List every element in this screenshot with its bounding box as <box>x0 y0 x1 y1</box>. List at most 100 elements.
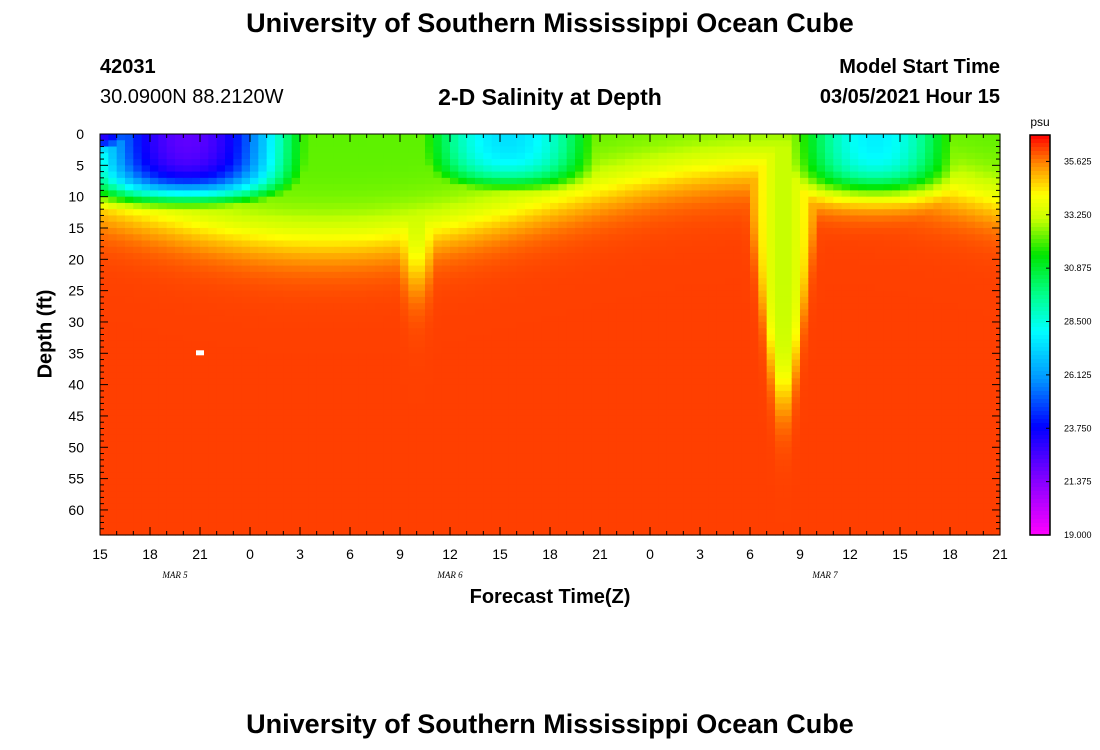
heatmap-cell <box>100 478 109 486</box>
heatmap-cell <box>141 359 151 367</box>
heatmap-cell <box>691 384 701 392</box>
heatmap-cell <box>400 140 409 148</box>
heatmap-cell <box>275 378 284 386</box>
heatmap-cell <box>675 522 684 530</box>
heatmap-cell <box>175 365 184 373</box>
heatmap-cell <box>150 265 159 273</box>
heatmap-cell <box>716 528 726 536</box>
heatmap-cell <box>700 328 709 336</box>
heatmap-cell <box>483 177 493 185</box>
heatmap-cell <box>575 152 584 160</box>
heatmap-cell <box>291 315 301 323</box>
heatmap-cell <box>575 347 584 354</box>
heatmap-cell <box>308 134 318 141</box>
heatmap-cell <box>408 509 418 517</box>
heatmap-cell <box>616 528 626 536</box>
heatmap-cell <box>233 453 243 461</box>
heatmap-cell <box>333 497 343 505</box>
heatmap-cell <box>391 227 401 235</box>
heatmap-cell <box>433 246 443 254</box>
heatmap-cell <box>608 340 618 348</box>
heatmap-cell <box>475 227 484 235</box>
heatmap-cell <box>116 503 126 511</box>
heatmap-cell <box>450 303 459 311</box>
heatmap-cell <box>633 202 643 210</box>
heatmap-cell <box>500 347 509 354</box>
heatmap-cell <box>350 271 359 279</box>
heatmap-cell <box>533 177 543 185</box>
heatmap-cell <box>358 303 368 311</box>
heatmap-cell <box>308 491 318 499</box>
heatmap-cell <box>191 221 201 229</box>
heatmap-cell <box>350 303 359 311</box>
heatmap-cell <box>416 372 426 379</box>
heatmap-cell <box>241 209 251 217</box>
heatmap-cell <box>133 284 143 292</box>
heatmap-cell <box>225 497 234 505</box>
heatmap-cell <box>175 415 184 423</box>
heatmap-cell <box>141 466 151 473</box>
heatmap-cell <box>175 309 184 317</box>
heatmap-cell <box>291 466 301 473</box>
heatmap-cell <box>241 390 251 398</box>
heatmap-cell <box>466 447 476 455</box>
heatmap-cell <box>125 190 134 198</box>
heatmap-cell <box>608 146 618 154</box>
heatmap-cell <box>450 503 459 511</box>
heatmap-cell <box>558 409 568 417</box>
heatmap-cell <box>466 221 476 229</box>
heatmap-cell <box>516 296 526 304</box>
heatmap-cell <box>266 196 276 204</box>
heatmap-cell <box>666 152 676 160</box>
heatmap-cell <box>391 528 401 536</box>
heatmap-cell <box>208 459 218 467</box>
heatmap-cell <box>683 528 693 536</box>
heatmap-cell <box>475 466 484 473</box>
heatmap-cell <box>400 328 409 336</box>
heatmap-cell <box>550 152 559 160</box>
heatmap-cell <box>633 134 643 141</box>
heatmap-cell <box>316 509 326 517</box>
heatmap-cell <box>175 472 184 480</box>
heatmap-cell <box>166 303 176 311</box>
heatmap-cell <box>166 159 176 166</box>
heatmap-cell <box>458 459 468 467</box>
heatmap-cell <box>266 347 276 354</box>
heatmap-cell <box>266 453 276 461</box>
heatmap-cell <box>425 265 434 273</box>
heatmap-cell <box>733 196 743 204</box>
heatmap-cell <box>625 321 634 329</box>
heatmap-cell <box>341 447 351 455</box>
heatmap-cell <box>725 453 734 461</box>
heatmap-cell <box>450 516 459 524</box>
heatmap-cell <box>666 403 676 411</box>
heatmap-cell <box>600 390 609 398</box>
heatmap-cell <box>191 246 201 254</box>
heatmap-cell <box>325 491 334 499</box>
heatmap-cell <box>233 278 243 285</box>
heatmap-cell <box>491 484 501 492</box>
heatmap-cell <box>425 428 434 436</box>
heatmap-cell <box>166 365 176 373</box>
heatmap-cell <box>533 284 543 292</box>
heatmap-cell <box>458 453 468 461</box>
heatmap-cell <box>683 484 693 492</box>
heatmap-cell <box>466 378 476 386</box>
heatmap-cell <box>383 447 393 455</box>
heatmap-cell <box>666 259 676 267</box>
heatmap-cell <box>625 253 634 260</box>
heatmap-cell <box>500 353 509 361</box>
heatmap-cell <box>416 134 426 141</box>
heatmap-cell <box>116 497 126 505</box>
heatmap-cell <box>575 403 584 411</box>
heatmap-cell <box>683 265 693 273</box>
heatmap-cell <box>366 466 376 473</box>
heatmap-cell <box>566 384 576 392</box>
heatmap-cell <box>416 290 426 298</box>
heatmap-cell <box>400 284 409 292</box>
heatmap-cell <box>741 422 751 430</box>
heatmap-cell <box>550 140 559 148</box>
heatmap-cell <box>200 503 209 511</box>
heatmap-cell <box>116 466 126 473</box>
heatmap-cell <box>491 165 501 173</box>
